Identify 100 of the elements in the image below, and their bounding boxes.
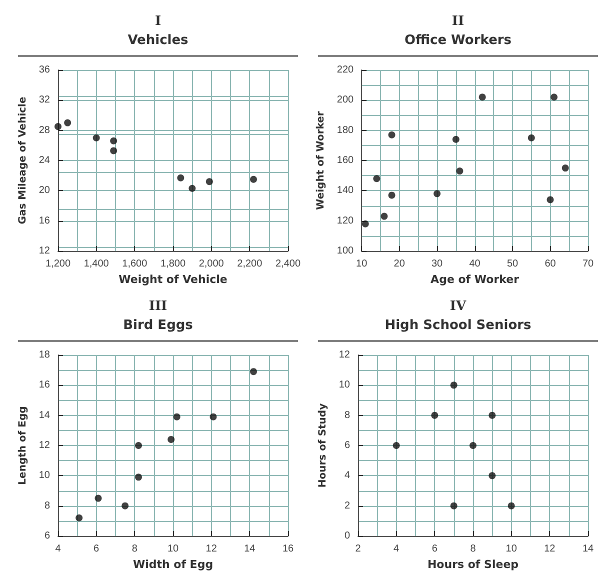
y-tick-label: 12 (38, 440, 50, 451)
point (452, 136, 460, 143)
x-tick-label: 6 (94, 544, 100, 554)
y-tick-label: 6 (44, 530, 50, 542)
point (546, 196, 554, 204)
chart-title: III (148, 299, 168, 314)
y-tick-label: 8 (344, 410, 350, 421)
point (210, 413, 217, 420)
point (177, 174, 184, 182)
chart-subtitle: Vehicles (128, 33, 189, 48)
x-tick-label: 4 (394, 544, 400, 554)
x-tick-label: 1,400 (84, 258, 110, 270)
x-tick-label: 12 (206, 544, 218, 554)
point (122, 502, 129, 510)
y-axis-title: Hours of Study (317, 402, 328, 488)
y-tick-label: 10 (38, 470, 50, 482)
y-tick-label: 100 (336, 246, 354, 256)
x-tick-label: 12 (544, 544, 556, 554)
y-tick-label: 32 (38, 94, 50, 106)
y-axis-title: Weight of Worker (316, 111, 326, 210)
y-tick-label: 180 (336, 124, 354, 136)
point (434, 190, 441, 198)
point (388, 131, 396, 138)
y-tick-label: 16 (38, 380, 50, 391)
y-tick-label: 18 (38, 350, 50, 360)
x-axis-title: Age of Worker (430, 272, 520, 286)
y-tick-label: 28 (38, 124, 50, 136)
y-tick-label: 8 (44, 500, 50, 512)
point (478, 94, 486, 101)
point (528, 134, 535, 142)
point (250, 368, 257, 376)
x-tick-label: 4 (55, 544, 62, 554)
y-tick-label: 120 (336, 215, 354, 226)
x-tick-label: 14 (244, 544, 256, 554)
y-tick-label: 200 (336, 94, 354, 106)
point (173, 413, 180, 420)
chart-subtitle: Office Workers (404, 33, 512, 48)
point (380, 212, 388, 220)
y-axis-title: Gas Mileage of Vehicle (17, 96, 28, 224)
point (388, 192, 396, 199)
x-tick-label: 2 (355, 544, 362, 554)
y-tick-label: 12 (338, 350, 350, 360)
point (488, 472, 496, 480)
chart-title: IV (450, 299, 467, 314)
x-tick-label: 2,400 (275, 258, 301, 270)
point (488, 412, 496, 419)
y-tick-label: 0 (344, 530, 350, 542)
y-tick-label: 4 (344, 470, 350, 482)
x-tick-label: 40 (469, 258, 481, 270)
x-tick-label: 2,200 (237, 258, 263, 270)
y-tick-label: 12 (38, 246, 50, 256)
x-tick-label: 20 (394, 258, 406, 270)
point (76, 514, 83, 522)
x-tick-label: 60 (544, 258, 556, 270)
x-tick-label: 1,600 (122, 258, 148, 270)
chart-title: II (452, 14, 464, 29)
point (456, 168, 464, 175)
point (94, 494, 102, 502)
chart-subtitle: Bird Eggs (123, 318, 194, 333)
x-tick-label: 2,000 (198, 258, 224, 270)
point (373, 175, 380, 182)
point (250, 176, 257, 183)
chart-title: I (154, 14, 162, 29)
x-tick-label: 8 (470, 544, 476, 554)
y-tick-label: 14 (38, 410, 50, 421)
x-axis-title: Weight of Vehicle (118, 272, 228, 286)
x-tick-label: 70 (582, 258, 594, 270)
point (450, 502, 458, 510)
point (110, 147, 118, 154)
x-tick-label: 10 (167, 544, 179, 554)
y-tick-label: 2 (344, 500, 350, 512)
y-tick-label: 24 (38, 155, 50, 166)
point (362, 220, 369, 228)
y-tick-label: 20 (38, 185, 50, 196)
y-tick-label: 160 (336, 155, 354, 166)
point (168, 436, 175, 443)
x-tick-label: 6 (432, 544, 438, 554)
point (508, 502, 515, 510)
y-axis-title: Length of Egg (17, 406, 28, 485)
point (135, 474, 142, 481)
x-tick-label: 14 (582, 544, 594, 554)
point (92, 134, 100, 142)
y-tick-label: 6 (344, 440, 350, 451)
y-tick-label: 140 (336, 185, 354, 196)
point (188, 184, 196, 192)
point (470, 442, 476, 449)
point (64, 119, 72, 126)
point (392, 442, 400, 449)
y-tick-label: 10 (338, 380, 350, 391)
x-tick-label: 1,800 (160, 258, 186, 270)
y-tick-label: 36 (38, 64, 50, 76)
point (54, 123, 62, 130)
x-axis-title: Width of Egg (132, 558, 214, 571)
point (206, 178, 213, 186)
point (110, 137, 118, 144)
x-tick-label: 1,200 (45, 258, 71, 270)
x-tick-label: 30 (431, 258, 444, 270)
point (431, 412, 438, 419)
point (550, 94, 558, 101)
x-tick-label: 16 (282, 544, 294, 554)
